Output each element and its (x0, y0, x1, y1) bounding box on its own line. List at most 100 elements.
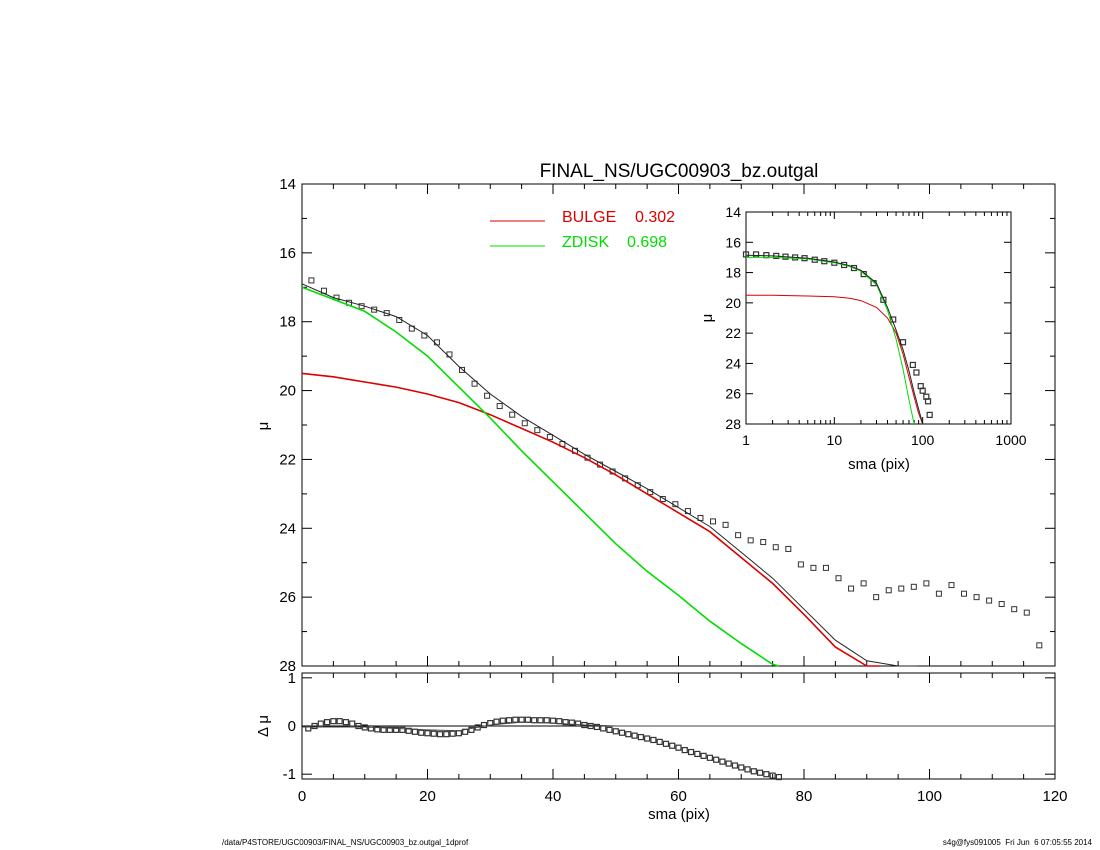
residual-data-point (449, 730, 456, 737)
main-data-point (1011, 606, 1018, 613)
residual-ytick-label: 0 (288, 718, 296, 735)
footer-user-timestamp: s4g@fys091005 Fri Jun 6 07:05:55 2014 (942, 838, 1092, 847)
main-data-point (848, 585, 855, 592)
inset-x-label: sma (pix) (848, 456, 910, 473)
residual-data-point (543, 717, 550, 724)
inset-xtick-label: 1 (742, 432, 750, 448)
residual-data-point (675, 744, 682, 751)
residual-data-point (512, 716, 519, 723)
residual-data-point (549, 717, 557, 724)
legend-bulge-name: BULGE (562, 209, 616, 226)
residual-line-fit (302, 721, 1055, 732)
residual-data-point (744, 766, 751, 773)
residual-data-point (593, 723, 601, 731)
residual-data-point (700, 752, 707, 759)
inset-ytick-label: 24 (725, 355, 741, 371)
main-ytick-label: 18 (279, 314, 296, 331)
residual-data-point (625, 731, 632, 738)
residual-data-point (694, 750, 701, 758)
main-data-point (747, 537, 754, 544)
residual-data-point (731, 762, 739, 769)
residual-data-point (706, 754, 713, 761)
main-ytick-label: 16 (279, 245, 296, 262)
inset-xtick-label: 100 (911, 432, 935, 448)
residual-data-point (399, 726, 406, 733)
inset-line-bulge (746, 294, 924, 425)
main-data-point (810, 564, 817, 571)
residual-data-point (662, 740, 670, 747)
inset-ytick-label: 26 (725, 386, 741, 402)
main-data-point (546, 434, 553, 441)
main-line-total (301, 283, 917, 667)
main-line-bulge (301, 372, 880, 667)
residual-data-point (505, 717, 513, 724)
main-data-point (873, 594, 880, 601)
residual-data-point (380, 726, 387, 733)
residual-xtick-label: 0 (298, 788, 306, 805)
residual-data-point (355, 722, 362, 730)
residual-data-point (618, 729, 626, 736)
residual-data-point (311, 722, 318, 730)
residual-y-label: Δ μ (255, 715, 272, 737)
main-data-point (509, 411, 516, 418)
main-title: FINAL_NS/UGC00903_bz.outgal (540, 161, 819, 182)
main-line-zdisk (301, 286, 780, 667)
inset-ytick-label: 16 (725, 234, 741, 250)
main-ytick-label: 20 (279, 383, 296, 400)
residual-data-point (518, 716, 525, 723)
residual-data-point (443, 731, 450, 738)
residual-data-point (424, 730, 431, 737)
residual-data-point (750, 768, 757, 775)
residual-xtick-label: 60 (670, 788, 687, 805)
main-data-point (772, 544, 779, 551)
inset-axis-ticks: 14 16 18 20 22 24 26 281 10 100 1000 (725, 204, 1026, 448)
main-data-point (484, 392, 491, 399)
main-data-point (534, 427, 541, 434)
residual-data-point (324, 719, 331, 726)
inset-data-point (926, 411, 933, 419)
residual-data-point (713, 756, 720, 763)
main-data-point (446, 351, 453, 358)
main-data-point (471, 380, 478, 387)
residual-data-point (656, 738, 663, 746)
main-data-point (521, 420, 528, 427)
main-data-point (659, 496, 666, 503)
inset-ytick-label: 22 (725, 325, 741, 341)
main-data-point (797, 561, 804, 568)
main-data-point (910, 583, 917, 590)
inset-data-point (919, 387, 926, 394)
residual-data-point (631, 732, 638, 739)
residual-data-point (468, 726, 475, 733)
main-ytick-label: 26 (279, 589, 296, 606)
main-data-point (735, 532, 742, 539)
inset-data-point (924, 398, 932, 405)
residual-data-point (562, 719, 569, 726)
residual-data-point (738, 764, 745, 771)
inset-ytick-label: 28 (725, 416, 741, 432)
residual-data-point (405, 727, 412, 734)
residual-data-point (393, 726, 400, 733)
main-data-point (948, 582, 955, 589)
main-data-point (998, 601, 1005, 608)
footer-file-path: /data/P4STORE/UGC00903/FINAL_NS/UGC00903… (222, 838, 469, 847)
residual-data-point (524, 716, 532, 723)
residual-data-point (305, 725, 312, 732)
residual-data-point (725, 760, 732, 767)
residual-data-point (775, 773, 783, 781)
residual-data-point (493, 718, 500, 725)
residual-xtick-label: 80 (796, 788, 813, 805)
main-data-point (1023, 609, 1030, 616)
residual-data-point (650, 736, 657, 744)
residual-data-point (687, 748, 695, 756)
main-data-point (935, 590, 942, 597)
inset-ytick-label: 18 (725, 265, 741, 281)
residual-data-point (487, 720, 494, 727)
inset-data-point (909, 361, 916, 369)
residual-data-point (637, 733, 644, 741)
main-data-point (822, 564, 829, 571)
inset-ytick-label: 14 (725, 204, 741, 220)
inset-y-label: μ (699, 314, 716, 323)
residual-x-label: sma (pix) (648, 806, 710, 823)
legend-zdisk-value: 0.698 (627, 234, 667, 251)
